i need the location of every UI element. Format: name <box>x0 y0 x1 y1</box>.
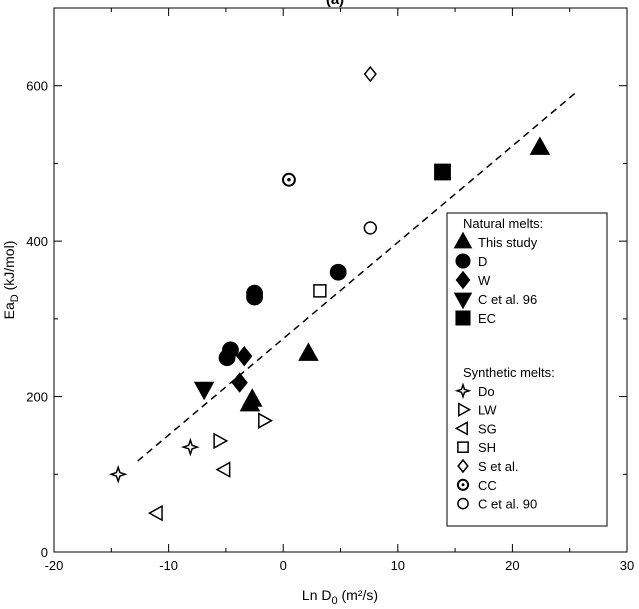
marker <box>147 504 163 522</box>
x-tick-label: 10 <box>391 558 405 573</box>
legend-label: SH <box>478 440 496 455</box>
marker <box>363 221 377 235</box>
marker-dot <box>287 177 291 182</box>
marker <box>239 392 261 412</box>
marker <box>218 349 236 367</box>
marker <box>329 263 347 281</box>
legend-box <box>446 212 608 527</box>
marker <box>458 402 472 417</box>
marker <box>457 497 469 510</box>
legend-label: D <box>478 254 487 269</box>
marker <box>454 421 468 436</box>
marker <box>313 284 327 298</box>
legend-label: C et al. 96 <box>478 292 537 307</box>
y-tick-label: 200 <box>26 390 48 405</box>
marker <box>298 342 319 361</box>
marker <box>455 253 471 269</box>
marker <box>363 65 377 83</box>
y-axis-label: EaD (kJ/mol) <box>1 241 21 320</box>
marker <box>456 478 470 491</box>
marker <box>434 163 451 181</box>
legend-heading: Synthetic melts: <box>463 365 555 380</box>
marker <box>453 292 473 310</box>
marker <box>454 382 472 400</box>
marker <box>181 437 200 457</box>
legend-label: Do <box>478 384 495 399</box>
marker <box>236 345 253 367</box>
marker <box>246 288 263 306</box>
marker <box>215 461 231 478</box>
x-tick-label: 30 <box>620 558 634 573</box>
marker <box>108 464 128 484</box>
y-tick-label: 600 <box>26 79 48 94</box>
legend-label: EC <box>478 311 496 326</box>
y-tick-label: 400 <box>26 234 48 249</box>
legend-label: This study <box>478 235 538 250</box>
marker <box>213 432 229 450</box>
legend-label: W <box>478 273 491 288</box>
legend-label: LW <box>478 403 497 418</box>
marker <box>455 310 471 326</box>
x-tick-label: 0 <box>280 558 287 573</box>
y-tick-label: 0 <box>41 545 48 560</box>
marker <box>258 412 273 429</box>
legend-label: C et al. 90 <box>478 497 537 512</box>
legend-label: S et al. <box>478 459 518 474</box>
marker <box>455 270 471 290</box>
marker <box>231 372 248 393</box>
marker <box>453 231 473 249</box>
legend-heading: Natural melts: <box>463 216 543 231</box>
marker-dot <box>461 483 465 487</box>
chart-title: (a) <box>326 0 344 8</box>
marker <box>281 172 296 187</box>
legend-label: SG <box>478 421 497 436</box>
x-tick-label: 20 <box>505 558 519 573</box>
marker <box>193 381 215 401</box>
x-axis-label: Ln D0 (m²/s) <box>302 587 378 607</box>
x-tick-label: -10 <box>159 558 178 573</box>
marker <box>457 441 469 454</box>
marker <box>457 458 469 474</box>
marker <box>529 136 551 155</box>
x-tick-label: -20 <box>45 558 64 573</box>
legend-label: CC <box>478 478 497 493</box>
